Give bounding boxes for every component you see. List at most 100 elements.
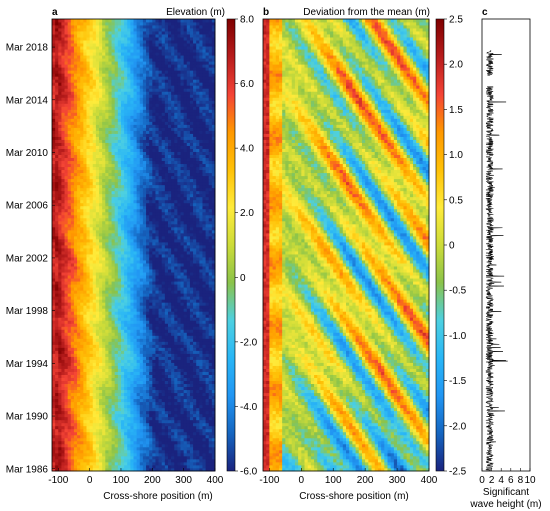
elevation-cell <box>158 419 163 424</box>
elevation-cell <box>149 368 153 372</box>
elevation-cell <box>146 464 150 469</box>
elevation-cell <box>133 437 138 442</box>
elevation-cell <box>111 419 116 424</box>
elevation-cell <box>174 359 178 363</box>
elevation-cell <box>61 308 65 312</box>
elevation-cell <box>130 223 134 228</box>
elevation-cell <box>80 272 84 276</box>
elevation-cell <box>158 305 163 309</box>
elevation-cell <box>177 362 181 366</box>
elevation-cell <box>108 181 112 186</box>
elevation-cell <box>83 425 87 430</box>
elevation-cell <box>61 359 65 363</box>
elevation-cell <box>73 248 78 252</box>
elevation-cell <box>193 431 197 436</box>
elevation-cell <box>164 257 169 261</box>
elevation-cell <box>52 235 56 240</box>
elevation-cell <box>149 263 153 267</box>
elevation-cell <box>120 184 125 189</box>
elevation-cell <box>67 455 72 460</box>
elevation-cell <box>55 455 59 460</box>
elevation-cell <box>196 220 200 225</box>
elevation-cell <box>52 220 56 225</box>
elevation-cell <box>86 299 91 303</box>
elevation-cell <box>149 341 153 345</box>
elevation-cell <box>174 278 178 282</box>
elevation-cell <box>95 371 100 375</box>
elevation-cell <box>211 223 216 228</box>
elevation-cell <box>127 235 131 240</box>
elevation-cell <box>86 296 91 300</box>
elevation-cell <box>142 446 147 451</box>
elevation-cell <box>95 260 100 264</box>
elevation-cell <box>202 383 206 388</box>
elevation-cell <box>73 293 78 297</box>
elevation-cell <box>142 410 147 415</box>
elevation-cell <box>124 314 128 318</box>
elevation-cell <box>105 398 109 403</box>
elevation-cell <box>102 214 106 219</box>
elevation-cell <box>83 302 87 306</box>
elevation-cell <box>99 398 103 403</box>
elevation-cell <box>77 395 81 400</box>
elevation-cell <box>58 356 62 360</box>
elevation-cell <box>70 413 75 418</box>
elevation-cell <box>152 362 156 366</box>
elevation-cell <box>111 446 116 451</box>
elevation-cell <box>133 347 138 351</box>
elevation-cell <box>117 235 122 240</box>
elevation-cell <box>149 281 153 285</box>
elevation-cell <box>61 428 65 433</box>
elevation-cell <box>92 458 97 463</box>
elevation-cell <box>183 208 188 213</box>
elevation-cell <box>111 392 116 397</box>
elevation-cell <box>189 347 194 351</box>
elevation-cell <box>73 407 78 412</box>
elevation-cell <box>199 428 203 433</box>
elevation-cell <box>189 353 194 357</box>
elevation-cell <box>139 389 144 394</box>
elevation-cell <box>70 317 75 321</box>
elevation-cell <box>111 181 116 186</box>
elevation-cell <box>199 284 203 288</box>
elevation-cell <box>92 187 97 192</box>
elevation-cell <box>171 383 175 388</box>
elevation-cell <box>142 320 147 324</box>
elevation-cell <box>80 386 84 391</box>
elevation-cell <box>164 386 169 391</box>
elevation-cell <box>196 235 200 240</box>
elevation-cell <box>58 326 62 330</box>
elevation-cell <box>58 452 62 457</box>
elevation-cell <box>211 208 216 213</box>
elevation-cell <box>211 335 216 339</box>
elevation-cell <box>161 329 166 333</box>
elevation-cell <box>211 287 216 291</box>
elevation-cell <box>174 362 178 366</box>
elevation-cell <box>117 332 122 336</box>
elevation-cell <box>193 308 197 312</box>
elevation-cell <box>164 338 169 342</box>
elevation-cell <box>180 434 185 439</box>
elevation-cell <box>174 211 178 216</box>
elevation-cell <box>67 377 72 381</box>
elevation-cell <box>52 377 56 381</box>
elevation-cell <box>61 404 65 409</box>
elevation-cell <box>73 232 78 237</box>
elevation-cell <box>196 434 200 439</box>
elevation-cell <box>80 317 84 321</box>
elevation-cell <box>186 235 191 240</box>
elevation-cell <box>105 214 109 219</box>
elevation-cell <box>167 241 172 246</box>
elevation-cell <box>186 232 191 237</box>
elevation-cell <box>77 290 81 294</box>
elevation-cell <box>139 338 144 342</box>
elevation-cell <box>108 296 112 300</box>
elevation-cell <box>114 344 119 348</box>
elevation-cell <box>95 278 100 282</box>
elevation-cell <box>161 238 166 243</box>
elevation-cell <box>99 296 103 300</box>
elevation-cell <box>171 452 175 457</box>
elevation-cell <box>180 190 185 195</box>
elevation-cell <box>155 202 159 207</box>
elevation-cell <box>167 446 172 451</box>
